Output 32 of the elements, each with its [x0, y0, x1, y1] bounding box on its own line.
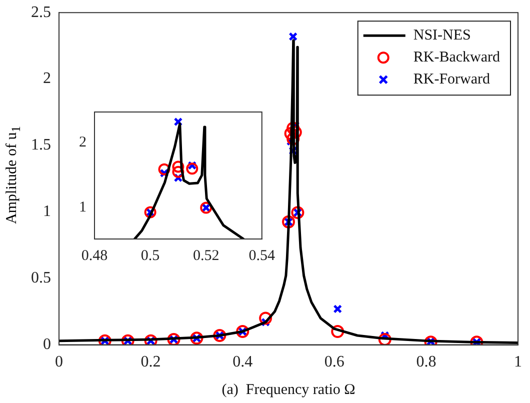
- x-tick-label: 0: [55, 354, 63, 371]
- y-tick-label: 2: [79, 134, 86, 151]
- x-tick-label: 0.4: [232, 354, 253, 371]
- x-tick-label: 0.48: [81, 248, 108, 264]
- x-tick-label: 0.2: [140, 354, 161, 371]
- point: [172, 166, 184, 178]
- x-tick-label: 0.5: [140, 248, 160, 264]
- point: [378, 332, 392, 345]
- x-axis-title: (a) Frequency ratio Ω: [222, 382, 356, 398]
- point: [288, 32, 298, 41]
- point: [331, 325, 344, 338]
- y-tick-label: 2.5: [31, 4, 51, 21]
- x-tick-label: 0.6: [324, 354, 344, 371]
- y-tick-label: 2: [43, 70, 51, 88]
- x-tick-label: 0.8: [416, 354, 436, 371]
- legend-label: RK-Backward: [413, 50, 500, 66]
- y-tick-label: 0: [43, 336, 51, 354]
- point: [158, 163, 170, 176]
- y-tick-label: 1.5: [31, 136, 51, 154]
- x-tick-label: 0.54: [248, 248, 276, 264]
- legend-label: NSI-NES: [413, 28, 471, 44]
- y-tick-label: 0.5: [31, 270, 51, 287]
- point: [236, 325, 250, 338]
- x-tick-label: 1: [514, 354, 522, 371]
- legend-label: RK-Forward: [413, 72, 491, 88]
- point: [259, 312, 272, 325]
- y-tick-label: 1: [43, 203, 51, 220]
- point: [186, 162, 198, 175]
- point: [172, 160, 184, 173]
- point: [333, 304, 342, 314]
- x-tick-label: 0.52: [192, 248, 220, 264]
- point: [167, 332, 180, 345]
